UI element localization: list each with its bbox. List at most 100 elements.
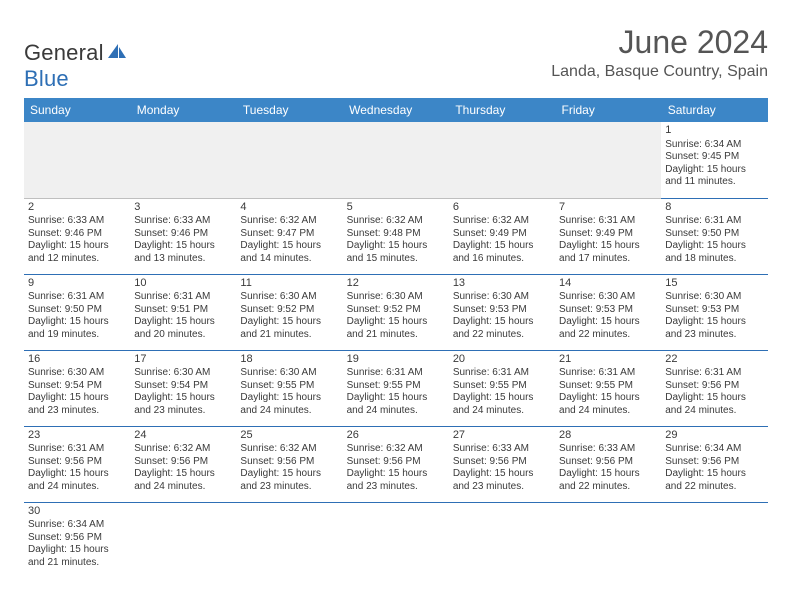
calendar-cell: 8Sunrise: 6:31 AMSunset: 9:50 PMDaylight… (661, 198, 767, 274)
calendar-cell: 20Sunrise: 6:31 AMSunset: 9:55 PMDayligh… (449, 350, 555, 426)
day-number: 5 (347, 201, 445, 215)
weekday-header: Wednesday (343, 98, 449, 122)
day-detail: and 23 minutes. (347, 481, 445, 494)
day-detail: Daylight: 15 hours (134, 392, 232, 405)
day-detail: Sunrise: 6:31 AM (559, 367, 657, 380)
calendar-cell (343, 502, 449, 578)
day-detail: Daylight: 15 hours (240, 468, 338, 481)
day-detail: Daylight: 15 hours (559, 468, 657, 481)
day-detail: Daylight: 15 hours (559, 316, 657, 329)
day-detail: Sunset: 9:52 PM (347, 304, 445, 317)
day-detail: Daylight: 15 hours (453, 468, 551, 481)
day-number: 8 (665, 201, 763, 215)
day-number: 14 (559, 277, 657, 291)
day-detail: and 24 minutes. (28, 481, 126, 494)
day-number: 2 (28, 201, 126, 215)
day-detail: Daylight: 15 hours (240, 240, 338, 253)
calendar-cell: 1Sunrise: 6:34 AMSunset: 9:45 PMDaylight… (661, 122, 767, 198)
day-detail: Daylight: 15 hours (665, 392, 763, 405)
day-detail: Sunset: 9:55 PM (240, 380, 338, 393)
calendar-cell: 12Sunrise: 6:30 AMSunset: 9:52 PMDayligh… (343, 274, 449, 350)
calendar-cell: 7Sunrise: 6:31 AMSunset: 9:49 PMDaylight… (555, 198, 661, 274)
day-detail: Daylight: 15 hours (28, 544, 126, 557)
calendar-cell: 30Sunrise: 6:34 AMSunset: 9:56 PMDayligh… (24, 502, 130, 578)
day-detail: Daylight: 15 hours (240, 316, 338, 329)
day-number: 13 (453, 277, 551, 291)
logo-word1: General (24, 40, 104, 65)
day-detail: Sunrise: 6:32 AM (347, 215, 445, 228)
calendar-cell: 18Sunrise: 6:30 AMSunset: 9:55 PMDayligh… (236, 350, 342, 426)
day-detail: Sunrise: 6:31 AM (28, 443, 126, 456)
day-detail: Sunset: 9:50 PM (28, 304, 126, 317)
day-detail: Sunrise: 6:31 AM (28, 291, 126, 304)
calendar-cell (343, 122, 449, 198)
day-detail: and 11 minutes. (665, 176, 763, 189)
day-detail: Sunset: 9:48 PM (347, 228, 445, 241)
day-detail: Sunrise: 6:31 AM (559, 215, 657, 228)
calendar-row: 2Sunrise: 6:33 AMSunset: 9:46 PMDaylight… (24, 198, 768, 274)
day-detail: and 23 minutes. (453, 481, 551, 494)
day-detail: Sunrise: 6:30 AM (134, 367, 232, 380)
calendar-row: 30Sunrise: 6:34 AMSunset: 9:56 PMDayligh… (24, 502, 768, 578)
day-detail: Sunrise: 6:32 AM (347, 443, 445, 456)
calendar-cell: 6Sunrise: 6:32 AMSunset: 9:49 PMDaylight… (449, 198, 555, 274)
calendar-cell: 29Sunrise: 6:34 AMSunset: 9:56 PMDayligh… (661, 426, 767, 502)
day-detail: and 22 minutes. (665, 481, 763, 494)
day-detail: Sunrise: 6:32 AM (134, 443, 232, 456)
day-detail: Sunrise: 6:34 AM (665, 443, 763, 456)
day-detail: Daylight: 15 hours (453, 392, 551, 405)
day-number: 12 (347, 277, 445, 291)
day-detail: and 24 minutes. (134, 481, 232, 494)
logo-sail-icon (106, 40, 128, 66)
day-number: 22 (665, 353, 763, 367)
day-detail: Daylight: 15 hours (347, 240, 445, 253)
day-detail: Sunset: 9:45 PM (665, 151, 763, 164)
day-detail: and 23 minutes. (28, 405, 126, 418)
day-detail: Daylight: 15 hours (559, 392, 657, 405)
day-detail: and 22 minutes. (559, 329, 657, 342)
day-number: 15 (665, 277, 763, 291)
day-detail: Daylight: 15 hours (28, 240, 126, 253)
day-detail: Sunset: 9:56 PM (28, 456, 126, 469)
calendar-cell (236, 502, 342, 578)
calendar-cell (449, 502, 555, 578)
day-number: 23 (28, 429, 126, 443)
calendar-cell (661, 502, 767, 578)
day-detail: Sunset: 9:56 PM (665, 456, 763, 469)
calendar-cell: 21Sunrise: 6:31 AMSunset: 9:55 PMDayligh… (555, 350, 661, 426)
day-detail: Daylight: 15 hours (134, 316, 232, 329)
day-detail: and 24 minutes. (453, 405, 551, 418)
calendar-cell (236, 122, 342, 198)
day-detail: and 23 minutes. (134, 405, 232, 418)
day-detail: and 21 minutes. (240, 329, 338, 342)
calendar-cell (130, 502, 236, 578)
weekday-header: Monday (130, 98, 236, 122)
day-detail: and 22 minutes. (453, 329, 551, 342)
day-detail: and 17 minutes. (559, 253, 657, 266)
calendar-cell: 26Sunrise: 6:32 AMSunset: 9:56 PMDayligh… (343, 426, 449, 502)
day-number: 21 (559, 353, 657, 367)
day-detail: Daylight: 15 hours (240, 392, 338, 405)
day-detail: Sunrise: 6:33 AM (28, 215, 126, 228)
day-detail: Sunset: 9:51 PM (134, 304, 232, 317)
day-detail: Sunrise: 6:30 AM (453, 291, 551, 304)
day-detail: Sunset: 9:56 PM (665, 380, 763, 393)
day-detail: Sunset: 9:56 PM (134, 456, 232, 469)
weekday-header: Sunday (24, 98, 130, 122)
day-detail: Daylight: 15 hours (134, 240, 232, 253)
day-detail: Sunset: 9:54 PM (28, 380, 126, 393)
day-detail: Sunrise: 6:33 AM (559, 443, 657, 456)
day-detail: Sunrise: 6:31 AM (134, 291, 232, 304)
day-detail: and 20 minutes. (134, 329, 232, 342)
calendar-cell: 9Sunrise: 6:31 AMSunset: 9:50 PMDaylight… (24, 274, 130, 350)
day-detail: Sunrise: 6:30 AM (347, 291, 445, 304)
day-detail: Sunrise: 6:31 AM (453, 367, 551, 380)
day-number: 20 (453, 353, 551, 367)
day-detail: and 21 minutes. (28, 557, 126, 570)
day-detail: Sunset: 9:55 PM (559, 380, 657, 393)
day-number: 16 (28, 353, 126, 367)
day-detail: and 12 minutes. (28, 253, 126, 266)
day-number: 30 (28, 505, 126, 519)
calendar-cell: 19Sunrise: 6:31 AMSunset: 9:55 PMDayligh… (343, 350, 449, 426)
day-detail: and 16 minutes. (453, 253, 551, 266)
